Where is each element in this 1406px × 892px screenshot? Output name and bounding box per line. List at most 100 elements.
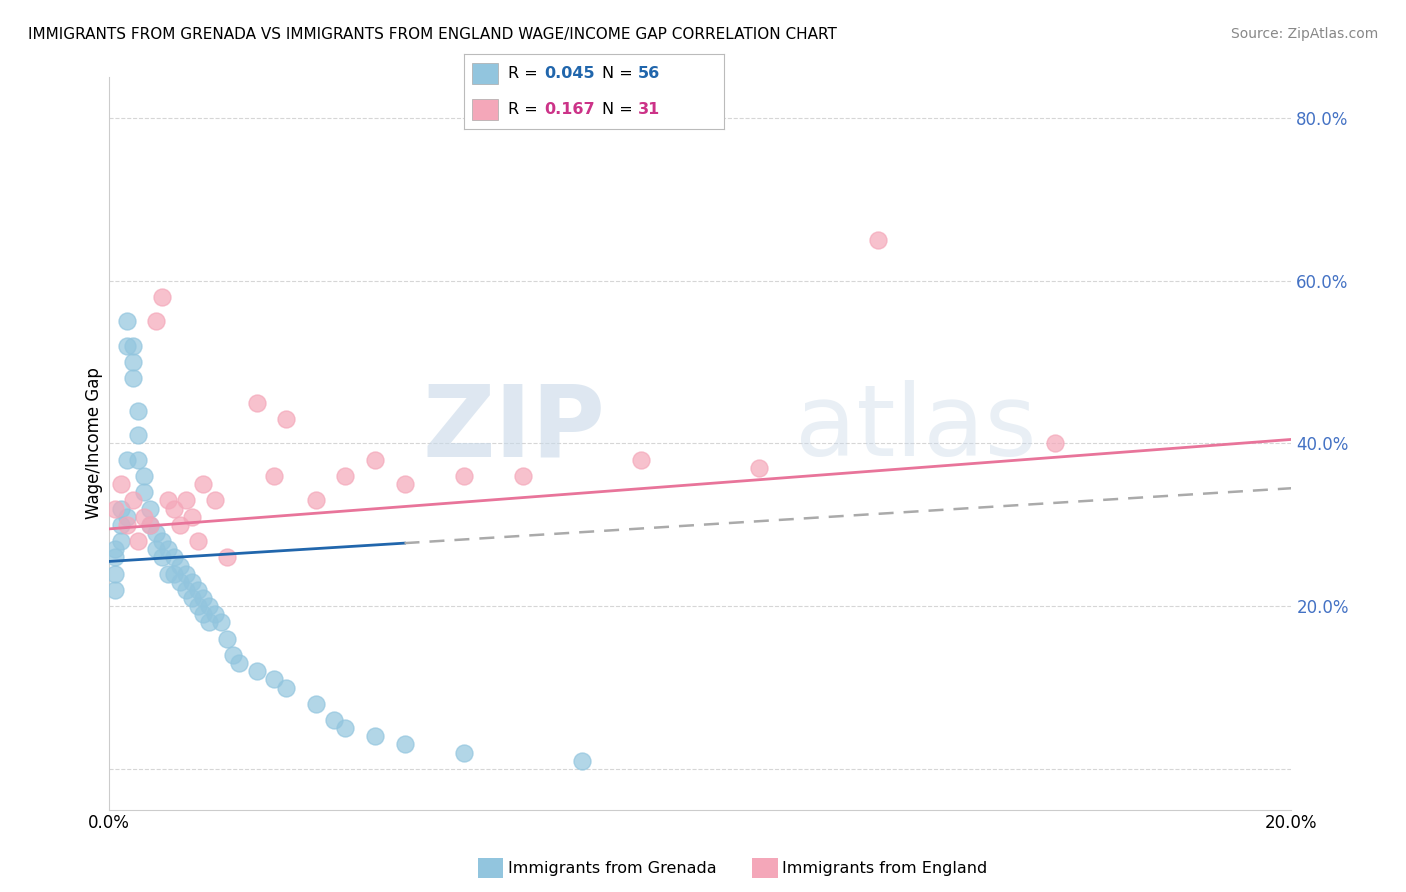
Point — [145, 314, 167, 328]
Text: IMMIGRANTS FROM GRENADA VS IMMIGRANTS FROM ENGLAND WAGE/INCOME GAP CORRELATION C: IMMIGRANTS FROM GRENADA VS IMMIGRANTS FR… — [28, 27, 837, 42]
Point — [121, 355, 143, 369]
Point — [115, 339, 138, 353]
Point — [198, 599, 221, 614]
Text: 31: 31 — [638, 102, 661, 117]
Point — [115, 517, 138, 532]
Point — [127, 534, 149, 549]
Point — [305, 697, 328, 711]
Point — [394, 738, 416, 752]
Y-axis label: Wage/Income Gap: Wage/Income Gap — [86, 368, 103, 519]
FancyBboxPatch shape — [472, 99, 498, 120]
Point — [180, 509, 202, 524]
Point — [150, 550, 173, 565]
Point — [104, 582, 127, 597]
Point — [127, 428, 149, 442]
Point — [630, 452, 652, 467]
Point — [246, 396, 269, 410]
Point — [217, 632, 239, 646]
Point — [115, 509, 138, 524]
Text: Source: ZipAtlas.com: Source: ZipAtlas.com — [1230, 27, 1378, 41]
Point — [263, 673, 285, 687]
Point — [512, 469, 534, 483]
Point — [204, 607, 226, 622]
Point — [139, 501, 162, 516]
Point — [187, 599, 209, 614]
Point — [110, 534, 132, 549]
Point — [163, 501, 186, 516]
Point — [121, 493, 143, 508]
Point — [134, 469, 156, 483]
Point — [127, 404, 149, 418]
Point — [571, 754, 593, 768]
Point — [104, 542, 127, 557]
Point — [193, 607, 215, 622]
Point — [748, 461, 770, 475]
Text: N =: N = — [602, 66, 638, 81]
Point — [453, 469, 475, 483]
Point — [150, 534, 173, 549]
Point — [180, 574, 202, 589]
Point — [187, 582, 209, 597]
Point — [169, 517, 191, 532]
Point — [156, 566, 179, 581]
Point — [364, 729, 387, 743]
Point — [204, 493, 226, 508]
Text: N =: N = — [602, 102, 643, 117]
FancyBboxPatch shape — [472, 62, 498, 84]
Point — [193, 477, 215, 491]
Point — [163, 550, 186, 565]
Text: 0.045: 0.045 — [544, 66, 595, 81]
Point — [145, 542, 167, 557]
Point — [198, 615, 221, 630]
Point — [110, 517, 132, 532]
Point — [305, 493, 328, 508]
Point — [145, 525, 167, 540]
Point — [156, 542, 179, 557]
Point — [110, 477, 132, 491]
Point — [169, 574, 191, 589]
Point — [276, 412, 298, 426]
Point — [187, 534, 209, 549]
Point — [276, 681, 298, 695]
Point — [174, 493, 197, 508]
Text: R =: R = — [508, 66, 543, 81]
Text: atlas: atlas — [794, 380, 1036, 477]
Point — [222, 648, 245, 662]
Point — [121, 371, 143, 385]
Text: Immigrants from England: Immigrants from England — [782, 862, 987, 876]
Point — [866, 233, 889, 247]
Point — [322, 713, 344, 727]
Point — [110, 501, 132, 516]
Point — [169, 558, 191, 573]
Text: Immigrants from Grenada: Immigrants from Grenada — [508, 862, 716, 876]
Point — [228, 656, 250, 670]
Point — [209, 615, 232, 630]
Point — [156, 493, 179, 508]
Point — [104, 550, 127, 565]
Point — [394, 477, 416, 491]
Point — [1043, 436, 1066, 450]
Point — [139, 517, 162, 532]
Point — [134, 485, 156, 500]
Point — [453, 746, 475, 760]
Text: 0.167: 0.167 — [544, 102, 595, 117]
Point — [335, 721, 357, 735]
Point — [139, 517, 162, 532]
Point — [217, 550, 239, 565]
Point — [115, 314, 138, 328]
Point — [246, 665, 269, 679]
Point — [104, 501, 127, 516]
Point — [127, 452, 149, 467]
Point — [174, 566, 197, 581]
Point — [335, 469, 357, 483]
Text: 56: 56 — [638, 66, 661, 81]
Point — [163, 566, 186, 581]
Point — [121, 339, 143, 353]
Point — [104, 566, 127, 581]
Text: R =: R = — [508, 102, 548, 117]
Point — [150, 290, 173, 304]
Point — [364, 452, 387, 467]
Text: ZIP: ZIP — [423, 380, 606, 477]
Point — [174, 582, 197, 597]
Point — [134, 509, 156, 524]
